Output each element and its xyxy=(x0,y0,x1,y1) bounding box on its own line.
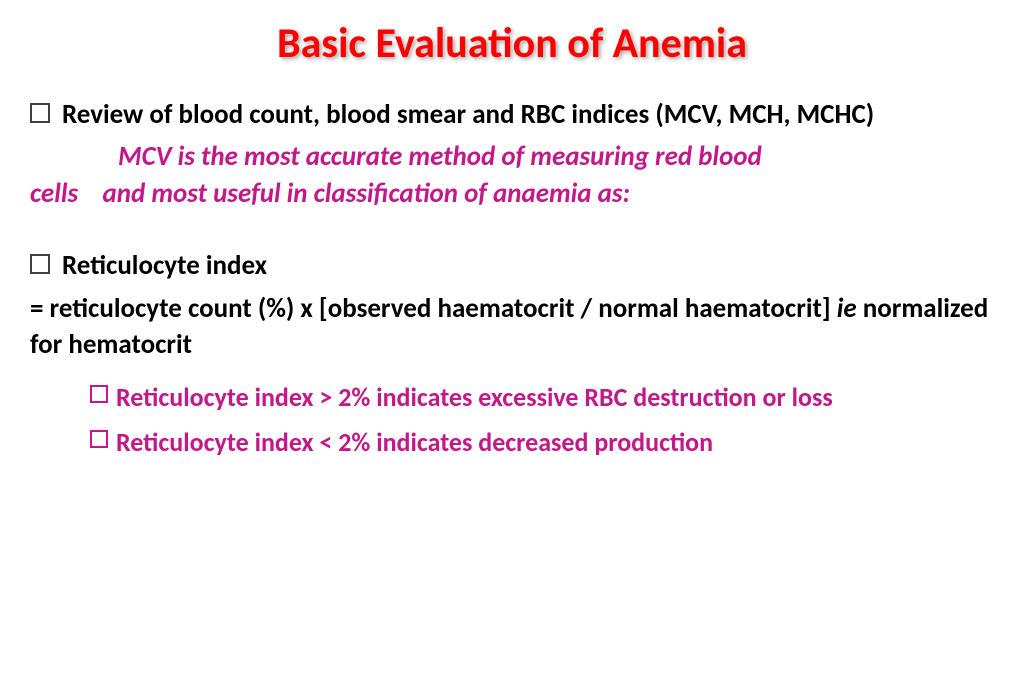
sub-text: Reticulocyte index > 2% indicates excess… xyxy=(116,380,833,415)
slide: Basic Evaluation of Anemia Review of blo… xyxy=(0,0,1024,683)
formula-ie: ie xyxy=(837,292,857,325)
square-bullet-icon xyxy=(90,385,108,403)
bullet-text: Review of blood count, blood smear and R… xyxy=(62,97,874,133)
mcv-line2-right: and most useful in classification of ana… xyxy=(103,177,630,210)
square-bullet-icon xyxy=(30,254,50,274)
sub-bullet-list: Reticulocyte index > 2% indicates excess… xyxy=(90,380,994,460)
square-bullet-icon xyxy=(30,103,50,123)
bullet-text: Reticulocyte index xyxy=(62,248,267,284)
formula-text: = reticulocyte count (%) x [observed hae… xyxy=(30,291,994,364)
mcv-note: MCV is the most accurate method of measu… xyxy=(30,139,994,212)
sub-text: Reticulocyte index < 2% indicates decrea… xyxy=(116,425,713,460)
bullet-item-1: Review of blood count, blood smear and R… xyxy=(30,97,994,133)
mcv-line2-left: cells xyxy=(30,177,78,210)
bullet-item-2: Reticulocyte index xyxy=(30,248,994,284)
formula-part1: = reticulocyte count (%) x [observed hae… xyxy=(30,292,837,325)
square-bullet-icon xyxy=(90,430,108,448)
slide-title: Basic Evaluation of Anemia xyxy=(30,18,994,69)
mcv-line1: MCV is the most accurate method of measu… xyxy=(118,140,762,173)
sub-bullet-1: Reticulocyte index > 2% indicates excess… xyxy=(90,380,994,415)
sub-bullet-2: Reticulocyte index < 2% indicates decrea… xyxy=(90,425,994,460)
